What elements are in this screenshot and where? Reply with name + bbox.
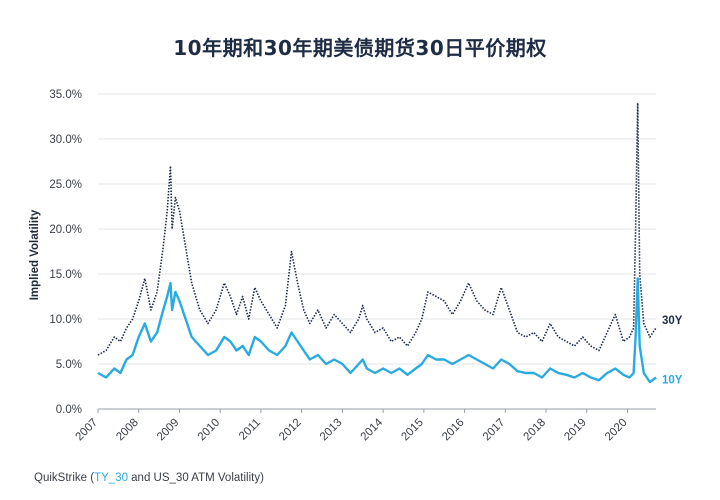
x-tick-label: 2007 — [74, 417, 101, 444]
y-tick-label: 35.0% — [49, 89, 82, 101]
x-tick-label: 2013 — [318, 417, 345, 444]
y-tick-label: 30.0% — [49, 134, 82, 146]
series-label-30y: 30Y — [662, 315, 683, 327]
x-tick-label: 2012 — [277, 417, 304, 444]
grid-lines — [98, 93, 656, 365]
y-axis-title: Implied Volatility — [29, 209, 41, 300]
x-tick-label: 2010 — [196, 417, 223, 444]
source-note: QuikStrike (TY_30 and US_30 ATM Volatili… — [34, 472, 264, 484]
axes: 0.0% 5.0% 10.0% 15.0% 20.0% 25.0% 30.0% 35.0% 20… — [49, 89, 656, 443]
series-line-30y — [97, 102, 657, 356]
source-link-ty30[interactable]: TY_30 — [94, 472, 128, 484]
x-tick-label: 2014 — [359, 416, 386, 443]
series-line-10y — [97, 277, 657, 384]
y-tick-label: 20.0% — [49, 224, 82, 236]
x-tick-label: 2017 — [481, 417, 508, 444]
y-tick-label: 0.0% — [56, 404, 82, 416]
series-lines — [97, 102, 657, 384]
y-tick-label: 5.0% — [56, 359, 82, 371]
x-tick-label: 2019 — [562, 417, 589, 444]
x-tick-label: 2020 — [603, 417, 630, 444]
x-tick-label: 2011 — [237, 417, 263, 443]
x-tick-label: 2009 — [155, 417, 182, 444]
x-tick-label: 2018 — [522, 417, 549, 444]
series-end-labels: 30Y 10Y — [662, 315, 683, 387]
series-label-10y: 10Y — [662, 375, 683, 387]
y-tick-label: 15.0% — [49, 269, 82, 281]
chart-title: 10年期和30年期美债期货30日平价期权 — [173, 36, 547, 60]
source-suffix: and US_30 ATM Volatility) — [127, 472, 264, 484]
x-tick-label: 2015 — [399, 417, 426, 444]
x-tick-label: 2016 — [440, 417, 467, 444]
y-tick-label: 25.0% — [49, 179, 82, 191]
source-prefix: QuikStrike ( — [34, 472, 95, 484]
x-tick-label: 2008 — [114, 417, 141, 444]
y-tick-label: 10.0% — [49, 314, 82, 326]
